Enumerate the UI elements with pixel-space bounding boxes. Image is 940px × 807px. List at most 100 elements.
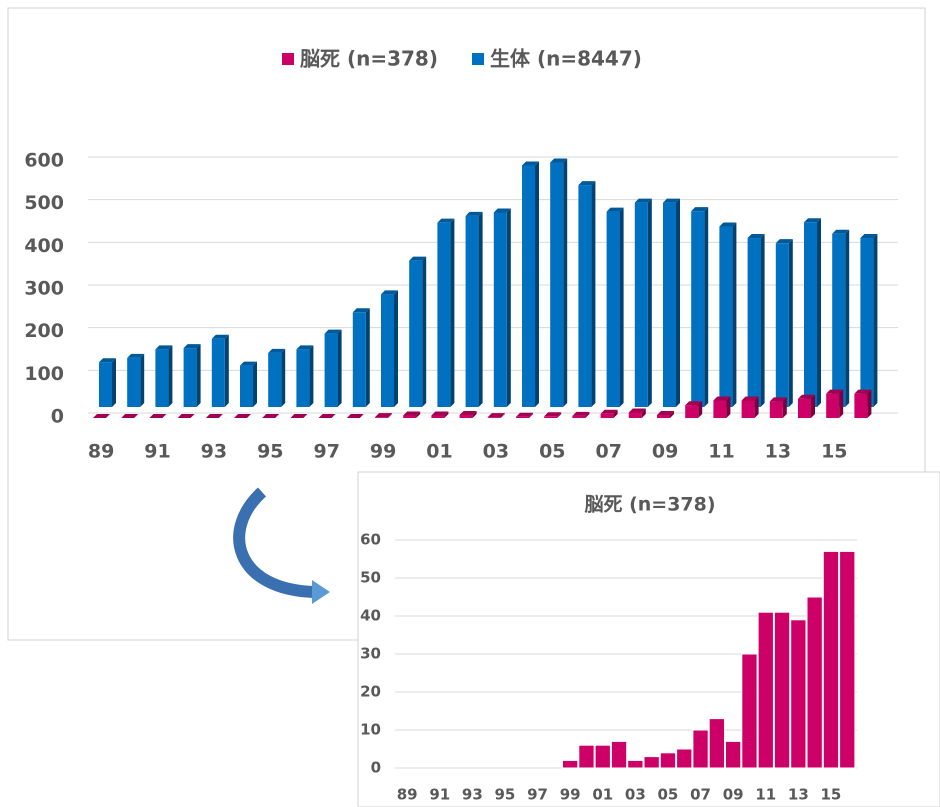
x-tick-label: 07	[595, 441, 621, 463]
bar-side	[535, 161, 539, 407]
bar-top	[657, 411, 674, 416]
bar	[741, 653, 758, 769]
bar-side	[168, 345, 173, 407]
inset-chart: 0 10 20 30 40 50 60 89 91 93 95 97 99 01 03 05 07 09 11 13 1…	[360, 494, 857, 804]
bar	[676, 748, 693, 769]
y-tick-label: 0	[371, 759, 381, 777]
bar-top	[431, 411, 449, 416]
y-tick-label: 500	[24, 192, 64, 214]
x-tick-label: 05	[539, 441, 565, 463]
x-tick-label: 91	[429, 786, 450, 804]
bar	[713, 400, 727, 418]
bar	[578, 744, 595, 769]
bar	[854, 393, 868, 418]
bar	[155, 349, 169, 407]
bar-top	[296, 345, 314, 350]
bar-side	[585, 411, 590, 418]
bar	[627, 759, 644, 769]
bar-top	[381, 290, 398, 295]
bar-top	[121, 414, 139, 418]
x-tick-label: 07	[690, 786, 711, 804]
bar-side	[754, 396, 759, 418]
bar	[544, 416, 558, 418]
bar-top	[606, 207, 624, 212]
x-tick-label: 99	[370, 441, 396, 463]
bar	[550, 162, 564, 407]
bar-side	[281, 348, 286, 407]
bar-side	[422, 256, 427, 407]
bar-top	[663, 198, 680, 203]
x-tick-label: 95	[257, 441, 283, 463]
bar-top	[403, 411, 421, 416]
bar	[806, 596, 823, 769]
bar-top	[127, 353, 145, 358]
legend-swatch	[282, 53, 294, 65]
bar-side	[647, 198, 652, 407]
bar-side	[619, 207, 624, 407]
bar-side	[365, 308, 370, 407]
x-tick-label: 01	[426, 441, 452, 463]
bar-top	[578, 181, 596, 186]
x-tick-label: 95	[495, 786, 516, 804]
bar-top	[318, 414, 336, 418]
bar	[769, 401, 783, 418]
bar	[516, 416, 529, 418]
bar	[663, 202, 676, 407]
bar	[747, 238, 761, 407]
x-tick-label: 91	[144, 441, 170, 463]
bar	[860, 238, 874, 407]
bar-top	[826, 389, 844, 394]
bar-side	[196, 344, 201, 407]
bar-side	[670, 411, 674, 418]
bar-side	[563, 158, 568, 407]
bar-side	[337, 329, 342, 407]
x-tick-label: 05	[658, 786, 679, 804]
x-tick-label: 99	[560, 786, 581, 804]
bar	[804, 222, 817, 407]
bar-top	[634, 198, 652, 203]
bar-top	[713, 396, 731, 401]
bar	[211, 338, 225, 407]
bar-side	[760, 234, 765, 407]
bar-side	[388, 413, 392, 418]
bar-top	[544, 412, 562, 417]
x-tick-label: 89	[88, 441, 114, 463]
bar	[610, 740, 628, 769]
x-tick-label: 15	[821, 441, 847, 463]
x-tick-label: 11	[708, 441, 734, 463]
bar	[324, 333, 338, 407]
bar	[643, 756, 660, 769]
arrow-head	[312, 580, 330, 604]
bar-top	[437, 218, 455, 223]
bar	[487, 417, 501, 418]
bar-top	[352, 308, 370, 313]
bar-side	[444, 411, 449, 418]
bar	[562, 759, 579, 769]
bar-top	[522, 161, 539, 166]
bar-side	[224, 334, 229, 407]
bar-top	[183, 344, 201, 349]
bar-top	[211, 334, 229, 339]
y-tick-label: 200	[24, 320, 64, 342]
x-tick-label: 15	[821, 786, 842, 804]
bar	[431, 415, 445, 418]
bar-top	[155, 345, 173, 350]
bar-top	[465, 211, 483, 216]
bar-side	[811, 394, 815, 418]
bar-top	[346, 414, 364, 418]
chart-title: 脳死 (n=378)	[583, 494, 715, 516]
bar	[600, 413, 614, 418]
bar-side	[845, 229, 850, 407]
bar-side	[839, 389, 844, 418]
bar	[708, 718, 726, 769]
bar	[183, 348, 197, 407]
bar-side	[557, 412, 562, 418]
x-tick-label: 13	[788, 786, 809, 804]
bar-top	[177, 414, 195, 418]
bar	[493, 212, 507, 407]
y-tick-label: 600	[24, 150, 64, 172]
bar-top	[691, 207, 709, 212]
bar-side	[472, 411, 477, 418]
bar-side	[676, 198, 680, 407]
x-tick-label: 03	[625, 786, 646, 804]
